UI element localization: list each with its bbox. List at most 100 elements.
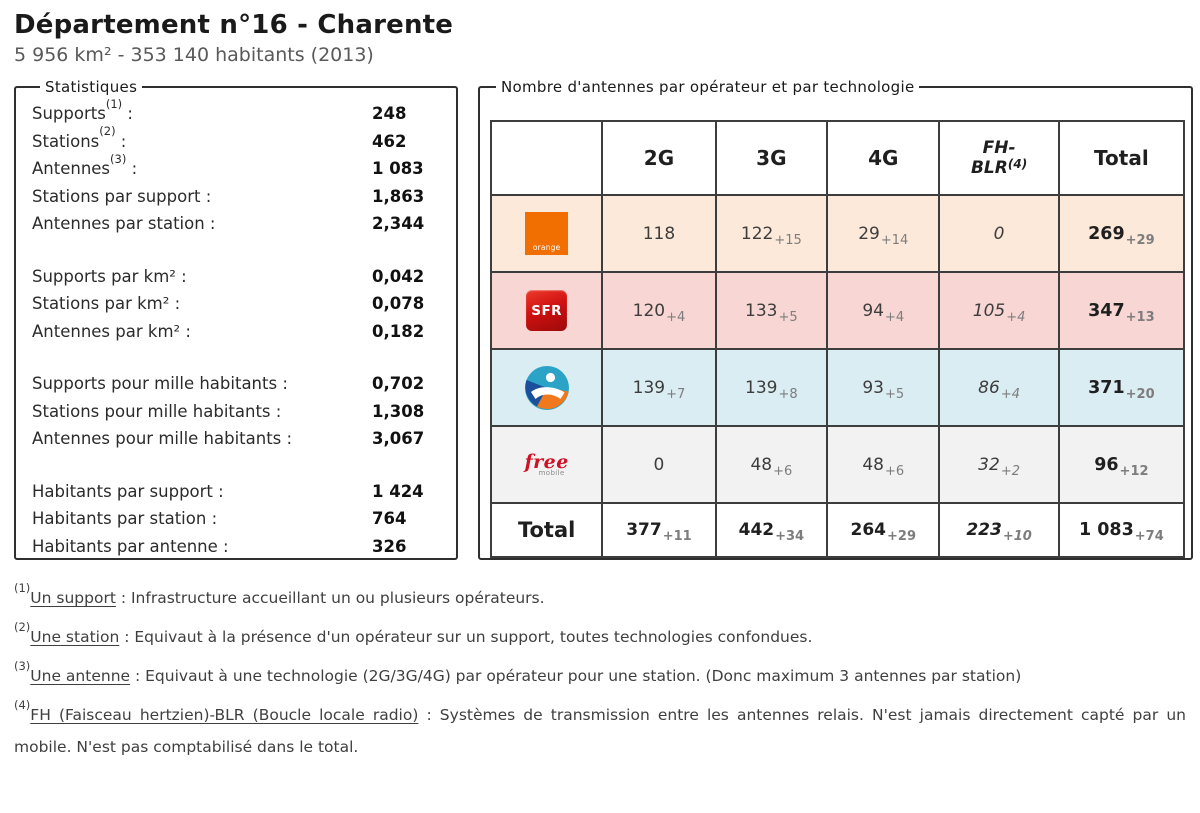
stat-group: Habitants par support :1 424 Habitants pa… xyxy=(32,478,442,561)
antenna-delta: +74 xyxy=(1134,529,1164,544)
antenna-count: 96 xyxy=(1094,454,1119,475)
antenna-count-cell: 133+5 xyxy=(714,271,829,350)
operator-row-free: free mobile 0 48+6 48+6 32+2 96+12 xyxy=(489,425,1186,504)
stat-footnote-ref: (2) xyxy=(99,124,116,138)
antenna-count: 93 xyxy=(862,377,884,398)
orange-logo-text: orange xyxy=(532,243,561,252)
antenna-delta: +5 xyxy=(778,309,798,325)
stat-label: Antennes par km² : xyxy=(32,321,191,341)
stat-row: Supports pour mille habitants : 0,702 xyxy=(32,370,442,398)
antenna-count: 48 xyxy=(750,454,773,475)
stat-group: Supports(1) :248 Stations(2) :462 Antennes… xyxy=(32,96,442,238)
footnote-2: (2)Une station : Equivaut à la présence … xyxy=(14,619,813,646)
stat-row: Antennes pour mille habitants : 3,067 xyxy=(32,425,442,453)
antenna-count: 1 083 xyxy=(1078,520,1134,540)
antenna-count: 0 xyxy=(653,454,665,475)
stat-row: Habitants par station : 764 xyxy=(32,505,442,533)
footnote-number: (4) xyxy=(14,697,31,712)
total-count-cell: 1 083+74 xyxy=(1057,502,1186,558)
statistics-list: Supports(1) :248 Stations(2) :462 Antennes… xyxy=(32,96,442,561)
stat-label: Antennes pour mille habitants : xyxy=(32,429,293,448)
antenna-delta: +4 xyxy=(666,309,686,325)
stat-label: Antennes par station : xyxy=(32,214,216,233)
antenna-count: 120 xyxy=(632,300,666,321)
footnote-term-link[interactable]: Une antenne xyxy=(30,667,131,685)
stat-label: Habitants par station : xyxy=(32,509,218,528)
antenna-count-cell: 371+20 xyxy=(1057,348,1186,427)
stat-row: Stations par km² : 0,078 xyxy=(32,290,442,318)
stat-value: 0,078 xyxy=(372,294,425,313)
stat-row: Antennes par km² : 0,182 xyxy=(32,318,442,346)
antenna-table-legend: Nombre d'antennes par opérateur et par t… xyxy=(501,78,915,96)
stat-footnote-ref: (1) xyxy=(105,96,123,111)
antenna-count: 105 xyxy=(972,300,1006,321)
stat-row: Stations par support : 1,863 xyxy=(32,183,442,211)
antenna-count: 442 xyxy=(738,520,775,540)
antenna-delta: +14 xyxy=(880,232,909,248)
column-header-4g: 4G xyxy=(826,120,941,196)
antenna-delta: +2 xyxy=(1000,463,1020,479)
antenna-count: 269 xyxy=(1088,223,1125,244)
stat-value: 1,308 xyxy=(372,401,425,421)
antenna-delta: +13 xyxy=(1125,309,1155,325)
stat-row: Supports(1) : 248 xyxy=(32,96,442,128)
antenna-delta: +15 xyxy=(774,232,802,248)
stat-row: Stations pour mille habitants : 1,308 xyxy=(32,398,442,426)
footnote-1: (1)Un support : Infrastructure accueilla… xyxy=(14,580,545,607)
antenna-delta: +4 xyxy=(884,309,905,325)
footnote-term-link[interactable]: Une station xyxy=(30,628,120,646)
antenna-count: 32 xyxy=(978,454,1000,475)
antenna-delta: +11 xyxy=(662,529,692,544)
footnote-number: (1) xyxy=(14,580,31,595)
antenna-count-cell: 139+8 xyxy=(714,348,829,427)
antenna-count-cell: 139+7 xyxy=(601,348,717,427)
free-logo-icon: free mobile xyxy=(492,452,601,477)
footnote-4: (4)FH (Faisceau hertzien)-BLR (Boucle lo… xyxy=(14,697,1186,756)
antenna-count: 29 xyxy=(858,223,880,244)
stat-group: Supports par km² : 0,042 Stations par km² … xyxy=(32,263,442,346)
stat-label: Supports pour mille habitants : xyxy=(32,374,288,393)
antenna-count: 122 xyxy=(740,223,774,244)
total-row-label: Total xyxy=(489,502,604,558)
stat-value: 1 424 xyxy=(372,481,424,501)
antenna-table-panel: Nombre d'antennes par opérateur et par t… xyxy=(478,78,1193,560)
stat-row: Supports par km² : 0,042 xyxy=(32,263,442,291)
antenna-table: 2G 3G 4G FH- BLR(4) Total orange 118 122+15 29+14… xyxy=(489,120,1186,558)
antenna-count: 86 xyxy=(978,377,1000,398)
page-title: Département n°16 - Charente xyxy=(14,10,454,40)
antenna-count-cell: 93+5 xyxy=(826,348,941,427)
antenna-delta: +4 xyxy=(1000,386,1020,402)
stat-row: Antennes par station : 2,344 xyxy=(32,210,442,238)
antenna-count: 371 xyxy=(1088,377,1125,398)
stat-label: Habitants par antenne : xyxy=(32,536,229,556)
antenna-count: 139 xyxy=(632,377,666,398)
antenna-count-cell: 0 xyxy=(938,194,1060,273)
footnote-number: (3) xyxy=(14,658,31,673)
footnote-number: (2) xyxy=(14,619,31,634)
antenna-delta: +5 xyxy=(884,386,905,402)
total-count-cell: 442+34 xyxy=(714,502,829,558)
antenna-count: 347 xyxy=(1088,300,1125,321)
header-footnote-ref: (4) xyxy=(1007,156,1028,171)
bouygues-logo-icon xyxy=(524,365,569,410)
stat-row: Stations(2) : 462 xyxy=(32,124,442,156)
stat-label: Stations par km² : xyxy=(32,294,181,313)
antenna-delta: +29 xyxy=(887,529,916,544)
bouygues-logo-icon xyxy=(492,365,601,411)
stat-value: 0,702 xyxy=(372,374,425,393)
footnote-term-link[interactable]: FH (Faisceau hertzien)-BLR (Boucle local… xyxy=(30,706,419,724)
column-header-2g: 2G xyxy=(601,120,717,196)
stat-label: Stations(2) : xyxy=(32,124,127,151)
antenna-delta: +10 xyxy=(1002,529,1032,544)
stat-label: Stations par support : xyxy=(32,186,212,206)
total-count-cell: 223+10 xyxy=(938,502,1060,558)
total-row: Total 377+11 442+34 264+29 223+10 1 083+74 xyxy=(489,502,1186,558)
panels: Statistiques Supports(1) :248 Stations(2)… xyxy=(14,78,1193,561)
footnote-term-link[interactable]: Un support xyxy=(30,589,116,607)
operator-row-sfr: SFR 120+4 133+5 94+4 105+4 347+13 xyxy=(489,271,1186,350)
operator-logo-cell-orange: orange xyxy=(489,194,604,273)
stat-row: Habitants par support : 1 424 xyxy=(32,478,442,506)
stat-value: 1 083 xyxy=(372,159,424,178)
antenna-delta: +6 xyxy=(884,463,905,479)
column-header-total: Total xyxy=(1057,120,1186,196)
